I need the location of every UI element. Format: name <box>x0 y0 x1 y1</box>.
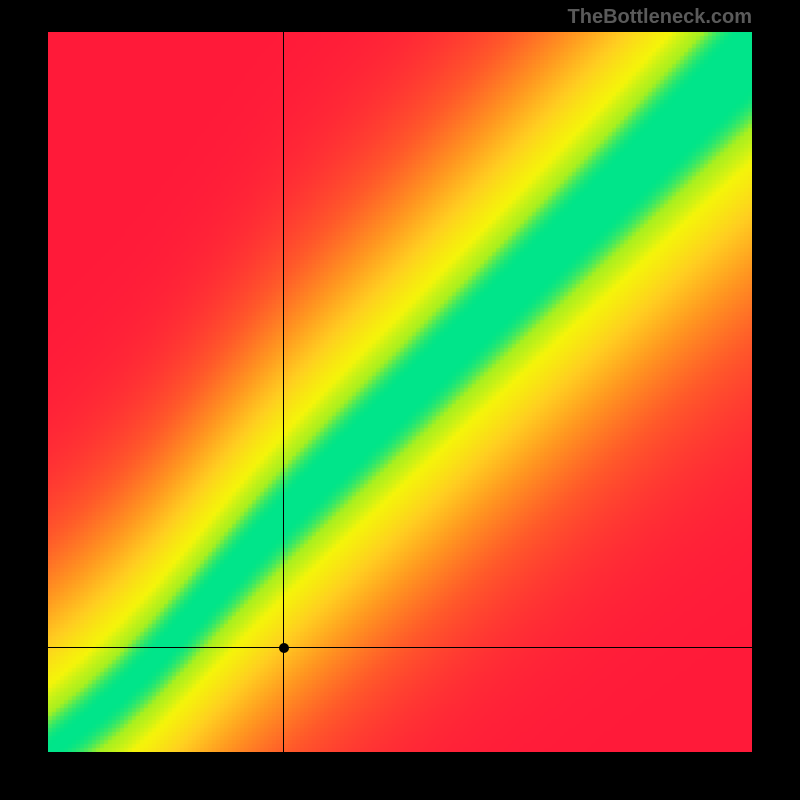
crosshair-horizontal <box>48 647 752 648</box>
watermark-text: TheBottleneck.com <box>568 6 752 29</box>
chart-root: TheBottleneck.com <box>0 0 800 800</box>
plot-area <box>48 32 752 752</box>
marker-dot <box>279 643 289 653</box>
heatmap-canvas <box>48 32 752 752</box>
